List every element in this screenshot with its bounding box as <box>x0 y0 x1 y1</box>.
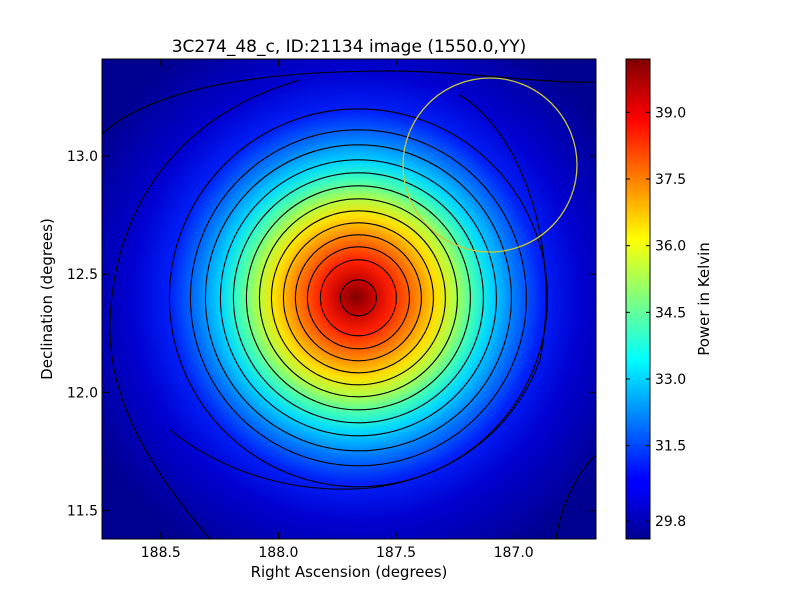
outer-contour <box>169 94 547 490</box>
colorbar-tick-label: 34.5 <box>655 305 686 321</box>
contour-ring <box>204 144 512 452</box>
plot-frame <box>101 58 597 540</box>
contour-ring <box>245 185 471 411</box>
contour-ring <box>270 210 446 386</box>
contour-ring <box>168 108 548 488</box>
colorbar-tick-label: 29.8 <box>655 514 686 530</box>
x-axis: 188.5 188.0 187.5 187.0 <box>141 59 534 561</box>
y-tick-label: 12.0 <box>67 385 98 401</box>
y-tick-label: 13.0 <box>67 149 98 165</box>
marker-circle <box>402 77 578 253</box>
heatmap-image <box>102 59 596 539</box>
colorbar-gradient <box>626 59 650 539</box>
contour-ring <box>294 234 422 362</box>
contour-ring <box>319 259 397 337</box>
x-tick-label: 188.0 <box>258 545 298 561</box>
colorbar-tick-label: 31.5 <box>655 439 686 455</box>
y-axis-label: Declination (degrees) <box>38 218 56 380</box>
contour-lines <box>102 70 596 539</box>
contour-ring <box>258 198 458 398</box>
colorbar: 29.8 31.5 33.0 34.5 36.0 37.5 39.0 Power in Ke… <box>625 58 713 540</box>
outer-contour <box>102 70 596 135</box>
contour-ring <box>339 279 377 317</box>
contour-ring <box>219 159 497 437</box>
y-axis: 11.5 12.0 12.5 13.0 <box>67 149 596 520</box>
y-tick-label: 11.5 <box>67 504 98 520</box>
plot-area <box>102 59 596 539</box>
contour-ring <box>306 246 410 350</box>
x-tick-label: 188.5 <box>141 545 181 561</box>
colorbar-frame <box>625 58 651 540</box>
outer-contour <box>555 454 596 539</box>
colorbar-tick-label: 37.5 <box>655 172 686 188</box>
y-tick-label: 12.5 <box>67 267 98 283</box>
x-tick-label: 187.5 <box>376 545 416 561</box>
x-tick-label: 187.0 <box>494 545 534 561</box>
colorbar-tick-label: 39.0 <box>655 105 686 121</box>
chart-title: 3C274_48_c, ID:21134 image (1550.0,YY) <box>172 37 527 57</box>
x-axis-label: Right Ascension (degrees) <box>251 563 448 581</box>
contour-ring <box>282 222 434 374</box>
colorbar-tick-label: 33.0 <box>655 372 686 388</box>
contour-ring <box>189 129 527 467</box>
colorbar-tick-label: 36.0 <box>655 239 686 255</box>
outer-contour <box>109 79 301 539</box>
colorbar-ticks: 29.8 31.5 33.0 34.5 36.0 37.5 39.0 <box>626 105 686 530</box>
colorbar-label: Power in Kelvin <box>695 242 713 356</box>
contour-ring <box>232 172 484 424</box>
